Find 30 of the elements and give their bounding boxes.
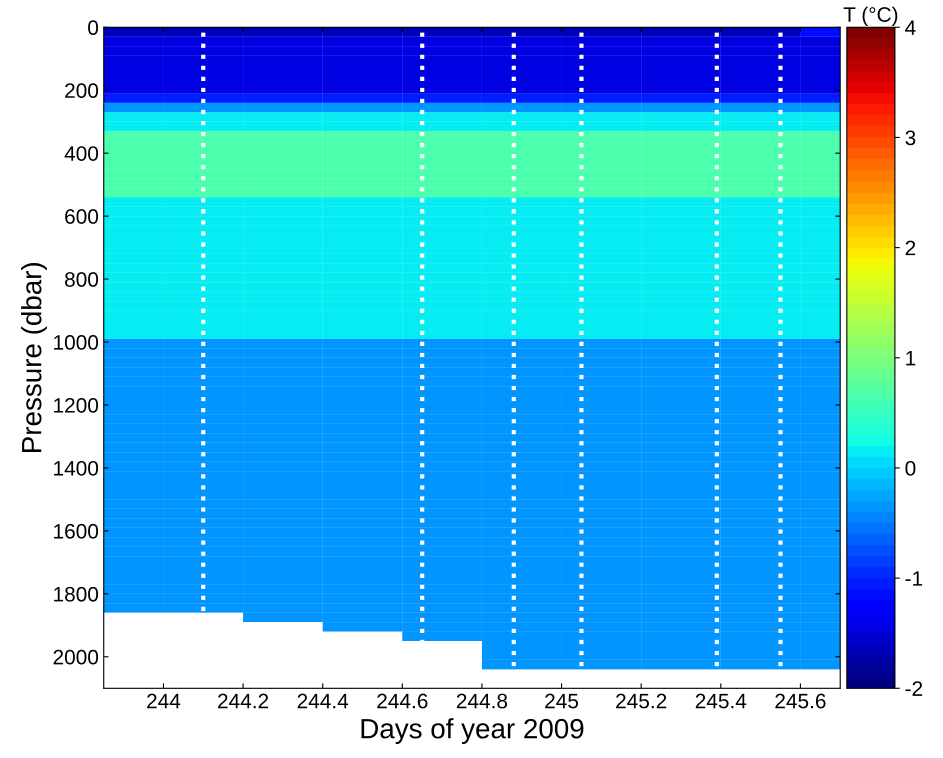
x-tick-label: 244.4 — [298, 694, 348, 708]
y-axis-title: Pressure (dbar) — [21, 263, 47, 452]
y-tick-label: 400 — [64, 146, 98, 161]
y-tick-label: 200 — [65, 83, 98, 98]
color-bar-label: 1 — [906, 350, 916, 366]
color-bar-label: 2 — [906, 240, 916, 256]
y-tick-label: 1400 — [54, 460, 98, 476]
color-bar-label: -2 — [906, 681, 922, 696]
y-tick-label: 1800 — [54, 586, 98, 602]
y-tick-label: 1000 — [54, 335, 98, 350]
x-tick-label: 245.2 — [616, 694, 666, 708]
y-tick-label: 600 — [65, 209, 98, 224]
y-tick-label: 1200 — [54, 398, 98, 413]
x-tick-label: 245.6 — [775, 694, 826, 708]
color-bar-label: 3 — [905, 130, 916, 146]
y-tick-label: 800 — [65, 272, 98, 287]
x-tick-label: 244.6 — [377, 694, 428, 708]
color-bar-label: 4 — [905, 20, 916, 35]
x-tick-label: 245 — [545, 694, 578, 708]
x-tick-label: 244.8 — [456, 694, 508, 708]
color-bar-label: -1 — [906, 571, 922, 586]
y-tick-label: 1600 — [54, 524, 98, 539]
y-tick-label: 2000 — [54, 650, 98, 665]
x-tick-label: 244.2 — [218, 694, 268, 708]
color-bar-title: T (°C) — [844, 6, 898, 26]
x-tick-label: 244 — [147, 694, 180, 708]
x-tick-label: 245.4 — [696, 694, 746, 708]
color-bar-label: 0 — [905, 460, 916, 476]
x-axis-title: Days of year 2009 — [362, 718, 584, 744]
y-tick-label: 0 — [88, 20, 98, 36]
